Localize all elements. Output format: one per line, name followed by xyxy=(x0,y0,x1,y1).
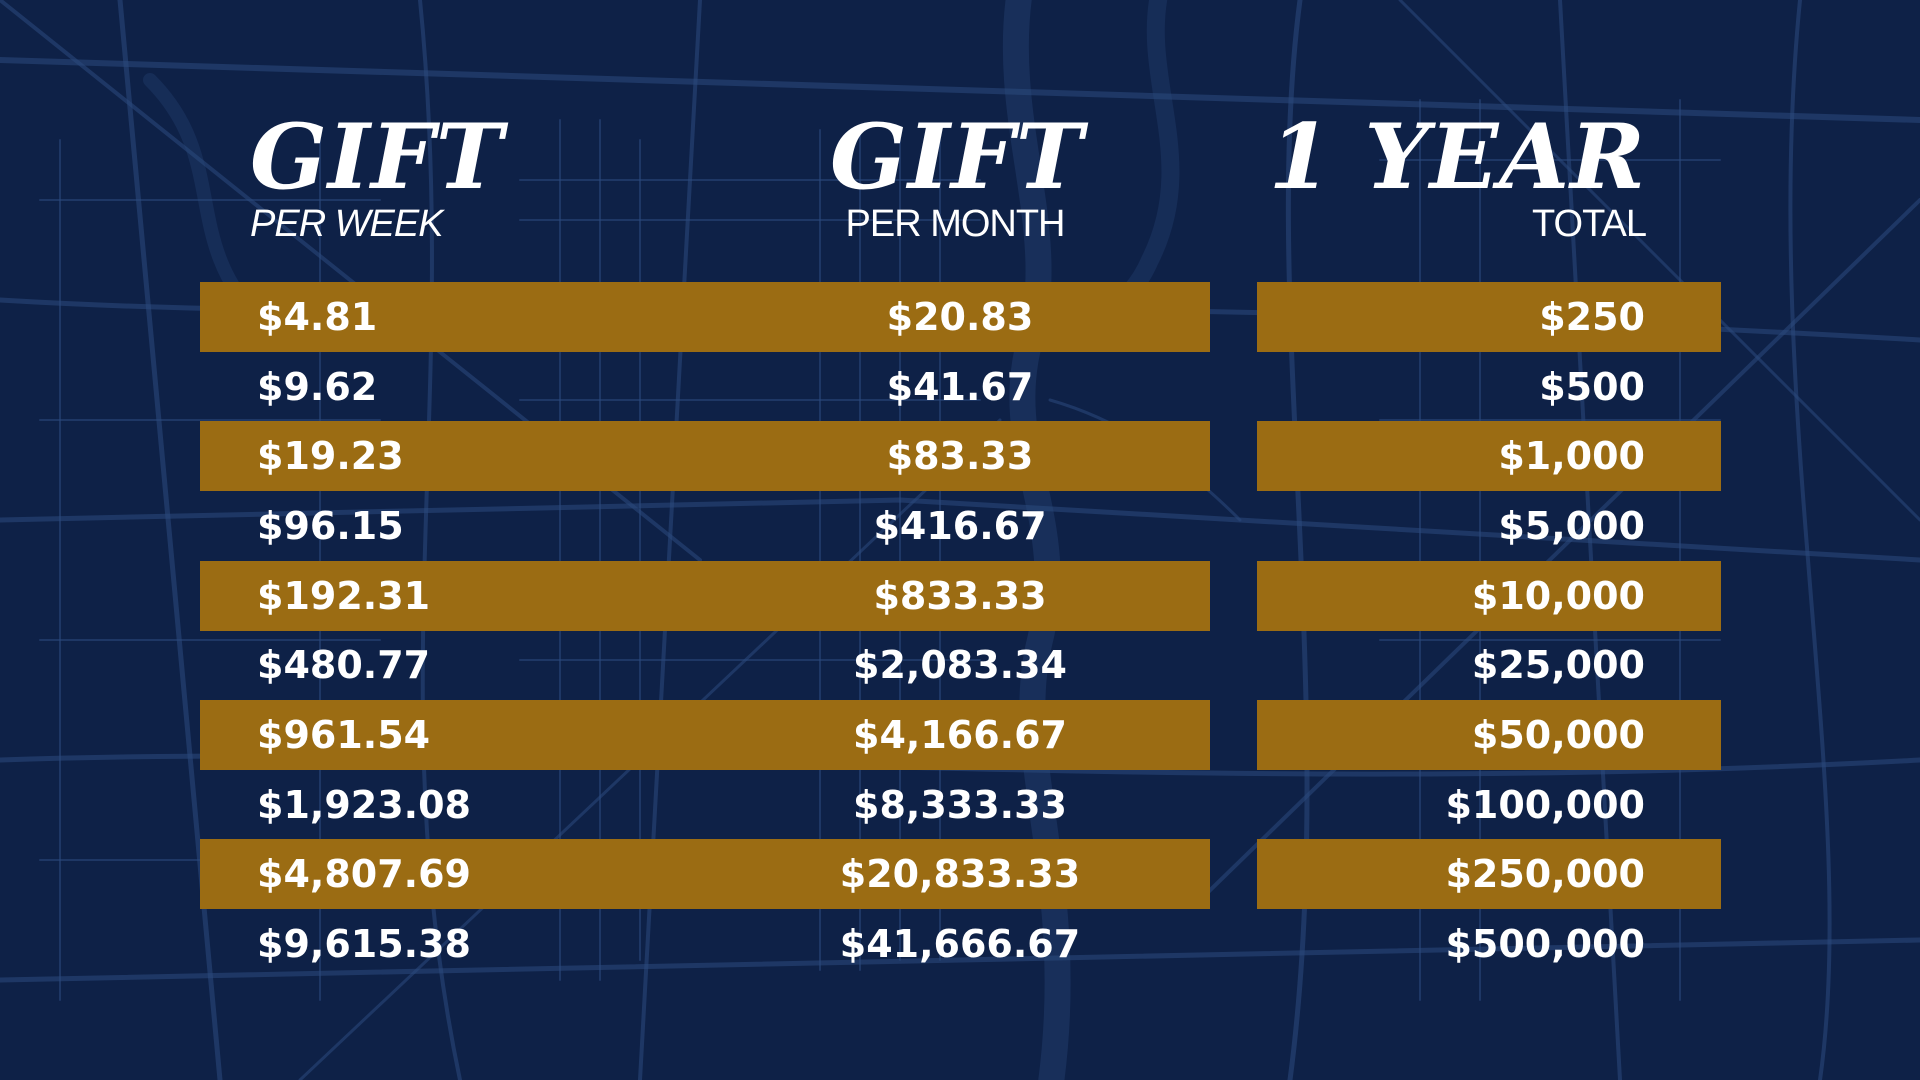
row-band-right xyxy=(1257,421,1721,491)
cell-per-week: $4.81 xyxy=(257,295,378,339)
cell-per-month: $4,166.67 xyxy=(853,713,1067,757)
header-week-subtitle: PER WEEK xyxy=(250,203,444,245)
cell-year-total: $500,000 xyxy=(1445,922,1645,966)
table-row: $961.54 $4,166.67 $50,000 xyxy=(0,700,1920,770)
header-gift-per-month: GIFT PER MONTH xyxy=(830,104,1084,245)
row-band-right xyxy=(1257,282,1721,352)
row-band-left xyxy=(200,561,1210,631)
cell-per-month: $416.67 xyxy=(873,504,1047,548)
cell-year-total: $500 xyxy=(1539,365,1645,409)
cell-year-total: $25,000 xyxy=(1471,643,1645,687)
cell-per-month: $833.33 xyxy=(873,574,1047,618)
cell-per-week: $480.77 xyxy=(257,643,431,687)
cell-year-total: $250 xyxy=(1539,295,1645,339)
header-month-title: GIFT xyxy=(830,104,1084,210)
table-row: $480.77 $2,083.34 $25,000 xyxy=(0,630,1920,700)
cell-per-week: $961.54 xyxy=(257,713,431,757)
header-one-year-total: 1 YEAR TOTAL xyxy=(1268,104,1647,245)
table-row: $96.15 $416.67 $5,000 xyxy=(0,491,1920,561)
row-band-right xyxy=(1257,561,1721,631)
cell-year-total: $100,000 xyxy=(1445,783,1645,827)
cell-year-total: $1,000 xyxy=(1498,434,1645,478)
row-band-left xyxy=(200,421,1210,491)
cell-per-week: $96.15 xyxy=(257,504,404,548)
cell-per-month: $20.83 xyxy=(886,295,1034,339)
cell-per-week: $9.62 xyxy=(257,365,378,409)
cell-year-total: $250,000 xyxy=(1445,852,1645,896)
row-band-left xyxy=(200,700,1210,770)
cell-year-total: $5,000 xyxy=(1498,504,1645,548)
cell-per-week: $4,807.69 xyxy=(257,852,471,896)
header-year-subtitle: TOTAL xyxy=(1532,203,1647,245)
table-row: $19.23 $83.33 $1,000 xyxy=(0,421,1920,491)
cell-per-month: $41,666.67 xyxy=(839,922,1081,966)
row-band-right xyxy=(1257,700,1721,770)
row-band-left xyxy=(200,282,1210,352)
header-month-subtitle: PER MONTH xyxy=(845,203,1066,245)
row-band-right xyxy=(1257,839,1721,909)
cell-year-total: $50,000 xyxy=(1471,713,1645,757)
row-band-left xyxy=(200,839,1210,909)
cell-per-month: $83.33 xyxy=(886,434,1034,478)
header-gift-per-week: GIFT PER WEEK xyxy=(250,112,504,244)
cell-per-week: $9,615.38 xyxy=(257,922,471,966)
table-row: $1,923.08 $8,333.33 $100,000 xyxy=(0,770,1920,840)
table-row: $4.81 $20.83 $250 xyxy=(0,282,1920,352)
cell-per-week: $1,923.08 xyxy=(257,783,471,827)
cell-per-month: $8,333.33 xyxy=(853,783,1067,827)
header-year-title: 1 YEAR xyxy=(1268,104,1646,210)
cell-per-month: $20,833.33 xyxy=(839,852,1081,896)
cell-per-week: $192.31 xyxy=(257,574,431,618)
cell-per-week: $19.23 xyxy=(257,434,404,478)
cell-per-month: $41.67 xyxy=(886,365,1034,409)
table-row: $9.62 $41.67 $500 xyxy=(0,352,1920,422)
header-week-title: GIFT xyxy=(250,104,504,210)
cell-per-month: $2,083.34 xyxy=(853,643,1067,687)
cell-year-total: $10,000 xyxy=(1471,574,1645,618)
table-row: $9,615.38 $41,666.67 $500,000 xyxy=(0,909,1920,979)
table-row: $4,807.69 $20,833.33 $250,000 xyxy=(0,839,1920,909)
table-row: $192.31 $833.33 $10,000 xyxy=(0,561,1920,631)
